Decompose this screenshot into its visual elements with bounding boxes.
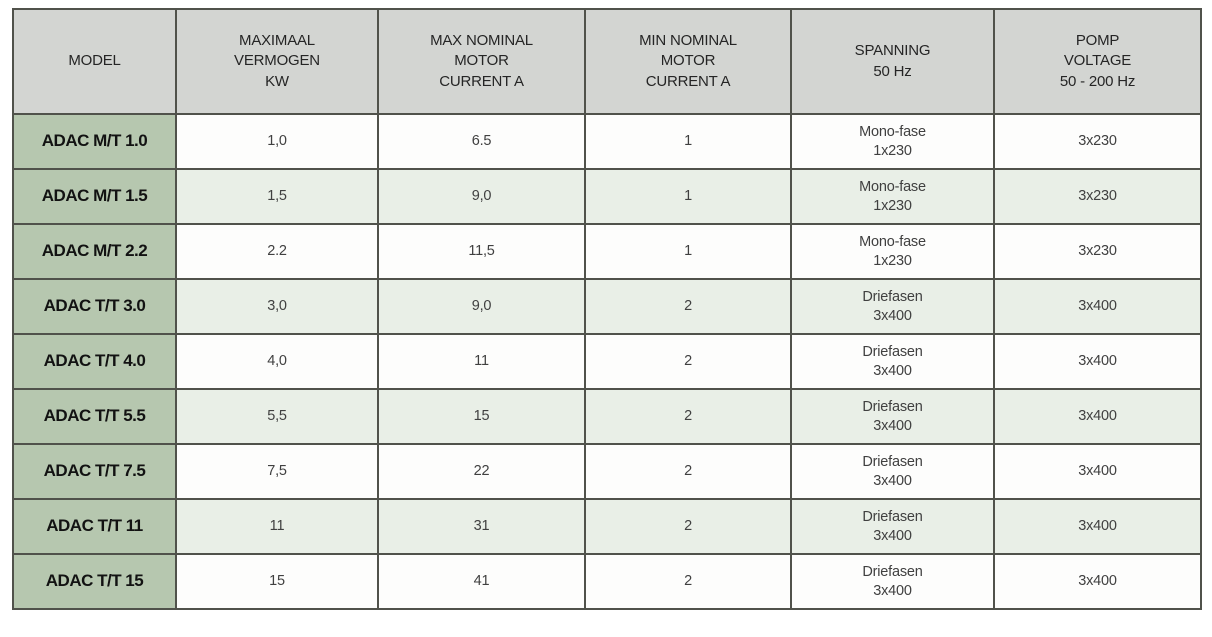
cell-min-current: 1 [584,223,792,280]
cell-max-vermogen: 4,0 [175,333,379,390]
cell-min-current: 2 [584,443,792,500]
cell-max-vermogen: 15 [175,553,379,610]
cell-spanning: Driefasen 3x400 [790,388,995,445]
cell-spanning: Mono-fase 1x230 [790,168,995,225]
table-row: ADAC M/T 1.0 1,0 6.5 1 Mono-fase 1x230 3x230 [12,113,1202,170]
table-row: ADAC M/T 2.2 2.2 11,5 1 Mono-fase 1x230 3x230 [12,223,1202,280]
cell-pomp-voltage: 3x230 [993,113,1202,170]
cell-model: ADAC T/T 3.0 [12,278,177,335]
table-row: ADAC T/T 5.5 5,5 15 2 Driefasen 3x400 3x400 [12,388,1202,445]
cell-pomp-voltage: 3x400 [993,553,1202,610]
table-row: ADAC T/T 3.0 3,0 9,0 2 Driefasen 3x400 3x400 [12,278,1202,335]
cell-spanning: Driefasen 3x400 [790,443,995,500]
table-row: ADAC T/T 7.5 7,5 22 2 Driefasen 3x400 3x400 [12,443,1202,500]
column-header-min-current: MIN NOMINAL MOTOR CURRENT A [584,8,792,115]
column-header-max-vermogen: MAXIMAAL VERMOGEN KW [175,8,379,115]
table-row: ADAC M/T 1.5 1,5 9,0 1 Mono-fase 1x230 3x230 [12,168,1202,225]
cell-model: ADAC M/T 1.0 [12,113,177,170]
cell-max-vermogen: 3,0 [175,278,379,335]
cell-pomp-voltage: 3x400 [993,333,1202,390]
column-header-spanning: SPANNING 50 Hz [790,8,995,115]
cell-max-vermogen: 2.2 [175,223,379,280]
cell-max-vermogen: 5,5 [175,388,379,445]
cell-min-current: 2 [584,388,792,445]
column-header-pomp-voltage: POMP VOLTAGE 50 - 200 Hz [993,8,1202,115]
cell-model: ADAC T/T 11 [12,498,177,555]
cell-model: ADAC T/T 4.0 [12,333,177,390]
column-header-max-current: MAX NOMINAL MOTOR CURRENT A [377,8,586,115]
cell-pomp-voltage: 3x400 [993,498,1202,555]
cell-spanning: Mono-fase 1x230 [790,223,995,280]
cell-max-current: 9,0 [377,278,586,335]
cell-min-current: 2 [584,333,792,390]
cell-model: ADAC M/T 1.5 [12,168,177,225]
cell-max-vermogen: 1,5 [175,168,379,225]
cell-pomp-voltage: 3x400 [993,278,1202,335]
cell-max-current: 41 [377,553,586,610]
cell-max-vermogen: 1,0 [175,113,379,170]
cell-max-vermogen: 7,5 [175,443,379,500]
cell-max-current: 15 [377,388,586,445]
table-row: ADAC T/T 11 11 31 2 Driefasen 3x400 3x400 [12,498,1202,555]
cell-spanning: Driefasen 3x400 [790,553,995,610]
cell-min-current: 1 [584,113,792,170]
cell-max-current: 11,5 [377,223,586,280]
cell-min-current: 2 [584,553,792,610]
cell-spanning: Mono-fase 1x230 [790,113,995,170]
cell-model: ADAC T/T 7.5 [12,443,177,500]
cell-min-current: 2 [584,498,792,555]
cell-min-current: 2 [584,278,792,335]
cell-spanning: Driefasen 3x400 [790,498,995,555]
cell-model: ADAC T/T 5.5 [12,388,177,445]
cell-pomp-voltage: 3x400 [993,388,1202,445]
cell-max-vermogen: 11 [175,498,379,555]
cell-max-current: 22 [377,443,586,500]
cell-max-current: 31 [377,498,586,555]
table-row: ADAC T/T 15 15 41 2 Driefasen 3x400 3x400 [12,553,1202,610]
pump-spec-table: MODEL MAXIMAAL VERMOGEN KW MAX NOMINAL MOT… [12,8,1202,610]
table-body: ADAC M/T 1.0 1,0 6.5 1 Mono-fase 1x230 3x230 A… [12,113,1202,610]
cell-pomp-voltage: 3x230 [993,223,1202,280]
column-header-model: MODEL [12,8,177,115]
cell-model: ADAC M/T 2.2 [12,223,177,280]
cell-pomp-voltage: 3x230 [993,168,1202,225]
cell-max-current: 6.5 [377,113,586,170]
cell-spanning: Driefasen 3x400 [790,333,995,390]
cell-max-current: 9,0 [377,168,586,225]
cell-max-current: 11 [377,333,586,390]
cell-min-current: 1 [584,168,792,225]
cell-pomp-voltage: 3x400 [993,443,1202,500]
cell-model: ADAC T/T 15 [12,553,177,610]
table-header: MODEL MAXIMAAL VERMOGEN KW MAX NOMINAL MOT… [12,8,1202,115]
table-row: ADAC T/T 4.0 4,0 11 2 Driefasen 3x400 3x400 [12,333,1202,390]
header-row: MODEL MAXIMAAL VERMOGEN KW MAX NOMINAL MOT… [12,8,1202,115]
cell-spanning: Driefasen 3x400 [790,278,995,335]
